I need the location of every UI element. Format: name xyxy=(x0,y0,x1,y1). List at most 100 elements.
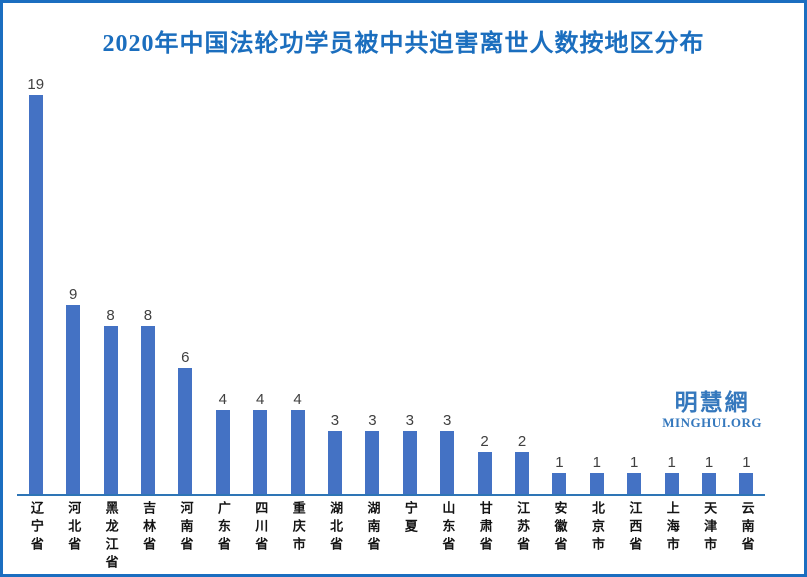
x-axis-category: 四川省 xyxy=(241,501,278,573)
bar-value-label: 1 xyxy=(742,454,751,471)
x-axis-category: 宁夏 xyxy=(391,501,428,573)
x-axis-category: 天津市 xyxy=(690,501,727,573)
x-axis-category-text: 北京市 xyxy=(589,501,605,555)
bar-column: 1 xyxy=(616,70,653,494)
bar xyxy=(552,473,567,494)
x-axis-category-text: 河南省 xyxy=(178,501,194,555)
bar-column: 4 xyxy=(279,70,316,494)
bar-value-label: 19 xyxy=(27,76,45,93)
x-axis-category-text: 广东省 xyxy=(215,501,231,555)
bar-column: 1 xyxy=(653,70,690,494)
bar xyxy=(627,473,642,494)
x-axis-category: 上海市 xyxy=(653,501,690,573)
bar-value-label: 3 xyxy=(405,412,414,429)
x-axis-category-text: 吉林省 xyxy=(141,501,157,555)
bar-value-label: 6 xyxy=(181,349,190,366)
x-axis-category-text: 上海市 xyxy=(664,501,680,555)
bar-column: 1 xyxy=(690,70,727,494)
x-axis-category: 黑龙江省 xyxy=(92,501,129,573)
bar xyxy=(365,431,380,494)
x-axis-category: 云南省 xyxy=(728,501,765,573)
bar xyxy=(290,410,305,494)
bar-value-label: 2 xyxy=(517,433,527,450)
bar xyxy=(477,452,492,494)
x-axis-category-text: 黑龙江省 xyxy=(103,501,119,573)
x-axis-category: 湖南省 xyxy=(354,501,391,573)
bar xyxy=(514,452,529,494)
bar-column: 2 xyxy=(466,70,503,494)
bar xyxy=(664,473,679,494)
plot-area: 19 9 8 8 6 4 4 4 3 3 3 3 2 2 1 1 1 1 1 1 xyxy=(17,70,765,496)
bar-value-label: 3 xyxy=(330,412,340,429)
bar-column: 2 xyxy=(503,70,540,494)
bar-column: 3 xyxy=(391,70,428,494)
bar-value-label: 3 xyxy=(443,412,452,429)
x-axis-category-text: 安徽省 xyxy=(552,501,568,555)
x-axis-category-text: 甘肃省 xyxy=(477,501,493,555)
bar xyxy=(178,368,193,494)
bar xyxy=(103,326,118,494)
bar-column: 4 xyxy=(204,70,241,494)
bar-column: 1 xyxy=(578,70,615,494)
bar-value-label: 8 xyxy=(143,307,153,324)
x-axis-category-text: 四川省 xyxy=(253,501,269,555)
x-axis-category: 吉林省 xyxy=(129,501,166,573)
bar xyxy=(440,431,455,494)
x-axis-category: 山东省 xyxy=(428,501,465,573)
x-axis-category: 广东省 xyxy=(204,501,241,573)
bar-value-label: 8 xyxy=(106,307,115,324)
minghui-logo-latin: MINGHUI.ORG xyxy=(662,415,762,430)
bar xyxy=(327,431,342,494)
bar-value-label: 3 xyxy=(368,412,377,429)
x-axis-category: 重庆市 xyxy=(279,501,316,573)
x-axis-category-text: 江苏省 xyxy=(515,501,531,555)
x-axis-category-text: 天津市 xyxy=(702,501,718,555)
bar-value-label: 4 xyxy=(218,391,227,408)
bar-value-label: 2 xyxy=(480,433,489,450)
x-axis-category-text: 辽宁省 xyxy=(28,501,44,555)
bar xyxy=(702,473,717,494)
bar-column: 1 xyxy=(728,70,765,494)
x-axis-category: 河南省 xyxy=(167,501,204,573)
bar-column: 3 xyxy=(428,70,465,494)
bar-value-label: 1 xyxy=(555,454,564,471)
bar-column: 19 xyxy=(17,70,54,494)
bar-column: 3 xyxy=(354,70,391,494)
bar-value-label: 1 xyxy=(592,454,601,471)
bar xyxy=(140,326,155,494)
x-axis-category: 江苏省 xyxy=(503,501,540,573)
x-axis-labels: 辽宁省 河北省 黑龙江省 吉林省 河南省 广东省 四川省 重庆市 湖北省 湖南省 宁夏 山东省 甘肃省 江… xyxy=(17,501,765,573)
bar-value-label: 9 xyxy=(68,286,78,303)
x-axis-category: 安徽省 xyxy=(541,501,578,573)
bar-column: 8 xyxy=(92,70,129,494)
bar-value-label: 4 xyxy=(255,391,265,408)
bar-value-label: 4 xyxy=(293,391,302,408)
x-axis-category: 辽宁省 xyxy=(17,501,54,573)
bar-value-label: 1 xyxy=(704,454,714,471)
x-axis-category-text: 宁夏 xyxy=(402,501,418,537)
bar xyxy=(739,473,754,494)
bar-value-label: 1 xyxy=(667,454,676,471)
x-axis-category-text: 江西省 xyxy=(627,501,643,555)
x-axis-category: 湖北省 xyxy=(316,501,353,573)
x-axis-category-text: 山东省 xyxy=(440,501,456,555)
bar xyxy=(589,473,604,494)
bar-column: 8 xyxy=(129,70,166,494)
bar xyxy=(402,431,417,494)
x-axis-category: 甘肃省 xyxy=(466,501,503,573)
bar-column: 3 xyxy=(316,70,353,494)
x-axis-category: 北京市 xyxy=(578,501,615,573)
bar-column: 9 xyxy=(54,70,91,494)
x-axis-category-text: 湖南省 xyxy=(365,501,381,555)
bar xyxy=(215,410,230,494)
bar xyxy=(66,305,81,494)
bar xyxy=(28,95,43,494)
bar-value-label: 1 xyxy=(630,454,639,471)
minghui-watermark: 明慧網 MINGHUI.ORG xyxy=(662,391,762,430)
x-axis-category-text: 云南省 xyxy=(739,501,755,555)
x-axis-category-text: 河北省 xyxy=(66,501,82,555)
x-axis-category: 江西省 xyxy=(616,501,653,573)
bar xyxy=(253,410,268,494)
x-axis-category-text: 湖北省 xyxy=(328,501,344,555)
